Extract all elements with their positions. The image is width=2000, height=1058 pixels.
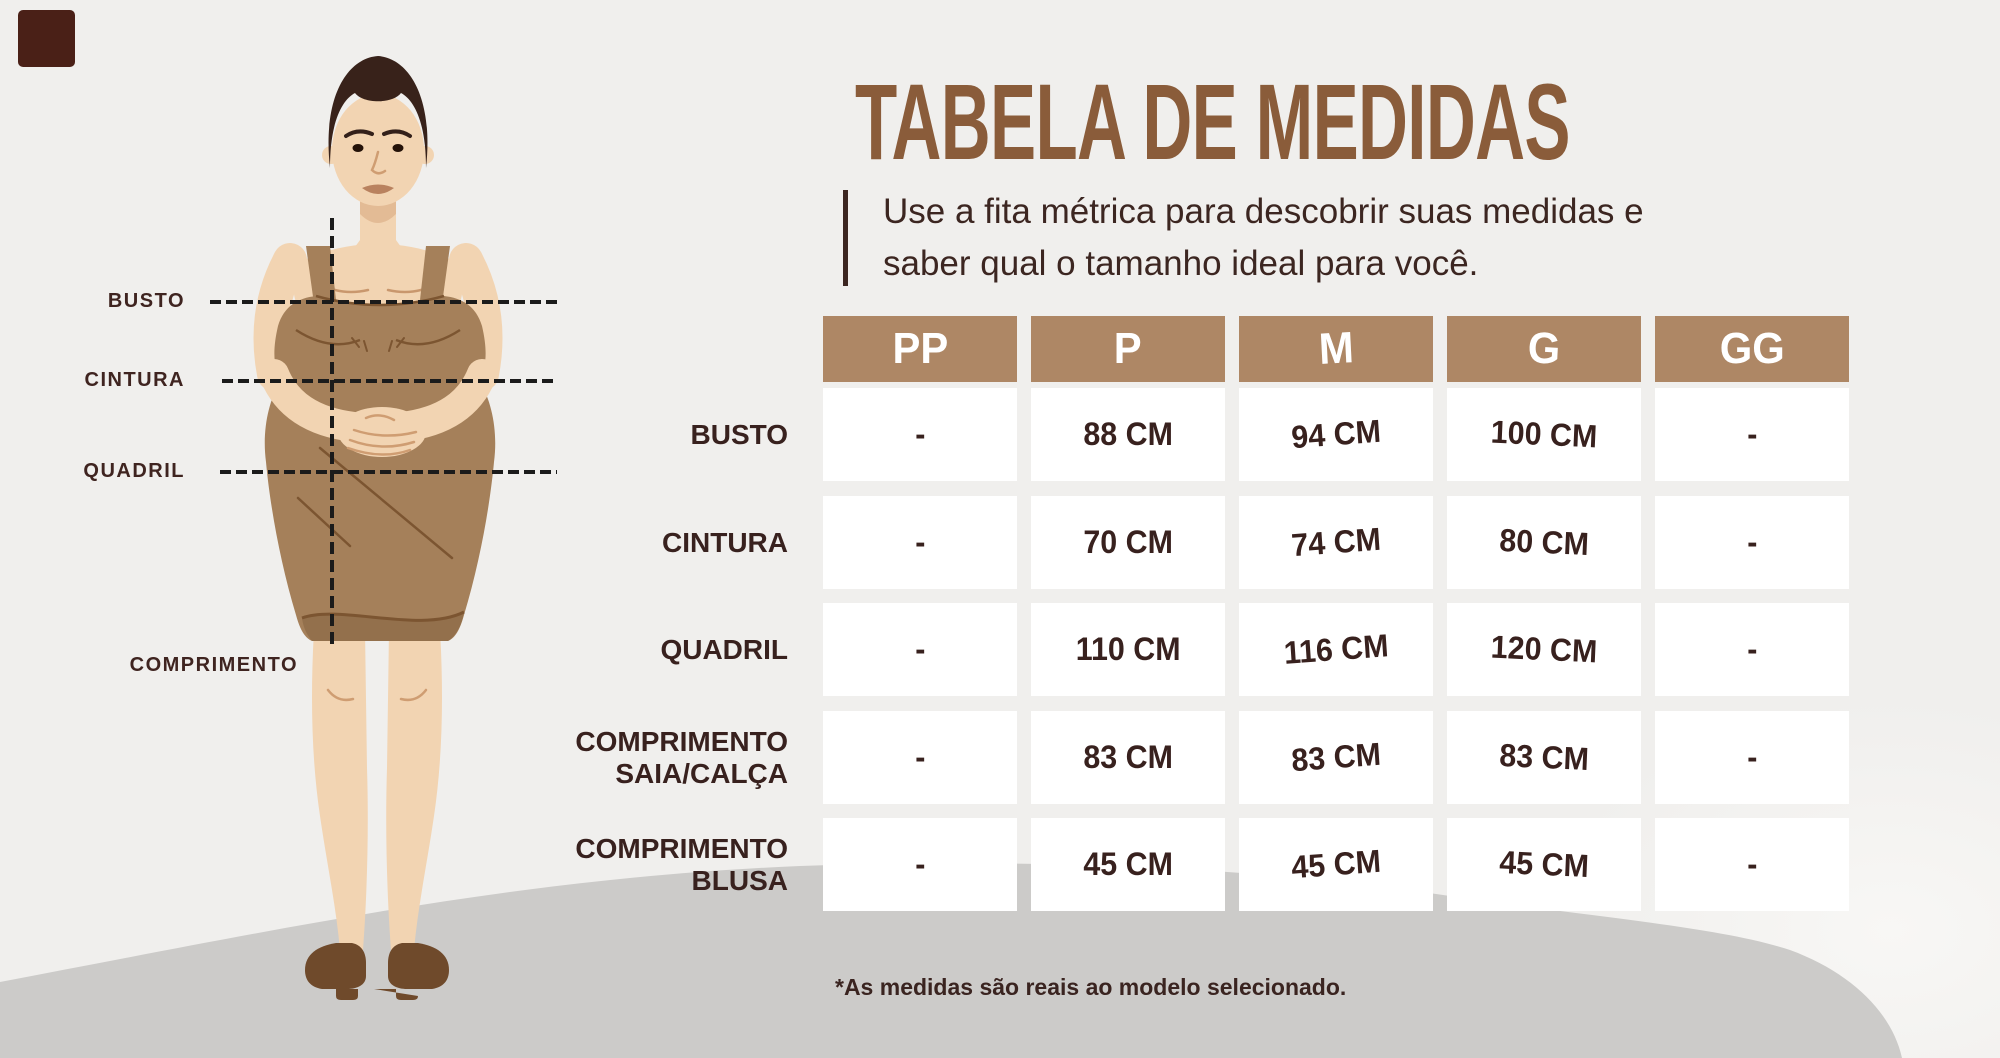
quadril-measure-line [220, 470, 557, 474]
cell-saia-calca-m: 83 CM [1239, 711, 1433, 804]
cell-busto-gg: - [1655, 388, 1849, 481]
subtitle-accent-bar [843, 190, 848, 286]
cell-busto-pp: - [823, 388, 1017, 481]
cell-cintura-p: 70 CM [1031, 496, 1225, 589]
comprimento-measure-line [330, 218, 334, 650]
size-column-header-p: P [1031, 316, 1225, 382]
left-leg [312, 630, 368, 950]
size-column-header-pp: PP [823, 316, 1017, 382]
cell-busto-g: 100 CM [1447, 388, 1641, 481]
row-label-comprimento-saia-calca: COMPRIMENTO SAIA/CALÇA [575, 725, 788, 789]
cell-saia-calca-gg: - [1655, 711, 1849, 804]
cell-saia-calca-pp: - [823, 711, 1017, 804]
page-title: TABELA DE MEDIDAS [855, 61, 1571, 182]
comprimento-label: COMPRIMENTO [129, 654, 298, 676]
footnote: *As medidas são reais ao modelo selecion… [835, 974, 1347, 1000]
hair [328, 56, 428, 168]
face [332, 94, 424, 206]
cell-blusa-pp: - [823, 818, 1017, 911]
cell-blusa-gg: - [1655, 818, 1849, 911]
cell-cintura-gg: - [1655, 496, 1849, 589]
cintura-label: CINTURA [84, 369, 185, 391]
decorative-corner-square [18, 10, 75, 67]
cell-quadril-gg: - [1655, 603, 1849, 696]
cell-cintura-pp: - [823, 496, 1017, 589]
row-label-busto: BUSTO [690, 418, 789, 450]
cell-saia-calca-g: 83 CM [1447, 711, 1641, 804]
size-column-header-m: M [1239, 316, 1433, 382]
quadril-label: QUADRIL [83, 460, 185, 482]
cintura-measure-line [222, 379, 557, 383]
subtitle-block: Use a fita métrica para descobrir suas m… [843, 186, 1644, 290]
cell-cintura-m: 74 CM [1239, 496, 1433, 589]
cell-quadril-g: 120 CM [1447, 603, 1641, 696]
cell-cintura-g: 80 CM [1447, 496, 1641, 589]
busto-label: BUSTO [107, 290, 185, 312]
subtitle-line-2: saber qual o tamanho ideal para você. [883, 244, 1479, 283]
cell-quadril-p: 110 CM [1031, 603, 1225, 696]
right-leg [386, 630, 442, 950]
row-label-cintura: CINTURA [662, 526, 788, 558]
busto-measure-line [210, 300, 557, 304]
cell-blusa-g: 45 CM [1447, 818, 1641, 911]
cell-busto-m: 94 CM [1239, 388, 1433, 481]
row-label-comprimento-blusa: COMPRIMENTO BLUSA [575, 832, 788, 896]
cell-saia-calca-p: 83 CM [1031, 711, 1225, 804]
cell-quadril-m: 116 CM [1239, 603, 1433, 696]
right-shoe [388, 943, 449, 989]
cell-quadril-pp: - [823, 603, 1017, 696]
size-column-header-gg: GG [1655, 316, 1849, 382]
cell-blusa-p: 45 CM [1031, 818, 1225, 911]
subtitle-line-1: Use a fita métrica para descobrir suas m… [883, 192, 1644, 231]
cell-busto-p: 88 CM [1031, 388, 1225, 481]
size-column-header-g: G [1447, 316, 1641, 382]
left-shoe [305, 943, 366, 989]
row-label-quadril: QUADRIL [660, 633, 788, 665]
cell-blusa-m: 45 CM [1239, 818, 1433, 911]
